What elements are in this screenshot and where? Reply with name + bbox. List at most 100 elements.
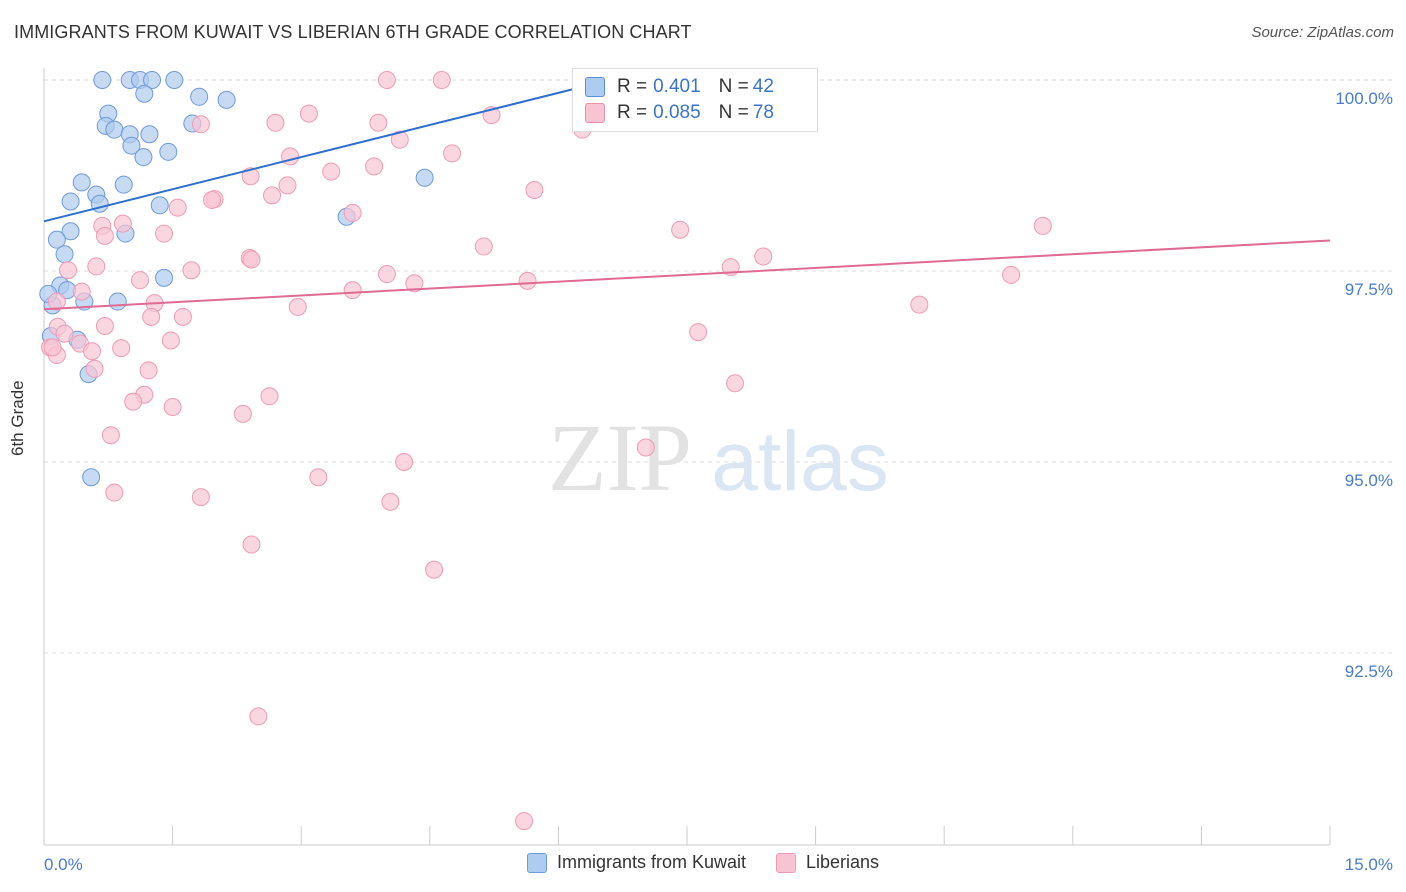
y-tick-label: 95.0% xyxy=(1345,471,1393,490)
liberian-point xyxy=(671,220,690,239)
trend-lines xyxy=(43,79,1331,311)
liberian-point xyxy=(242,250,261,269)
kuwait-point xyxy=(105,120,124,139)
liberian-point xyxy=(343,281,362,300)
kuwait-point xyxy=(165,71,184,89)
liberian-point xyxy=(299,104,318,123)
n-label: N = xyxy=(718,102,749,123)
liberian-point xyxy=(288,297,307,316)
liberian-point xyxy=(87,257,106,276)
liberian-point xyxy=(322,162,341,181)
liberian-point xyxy=(425,560,444,579)
legend-item-kuwait[interactable]: Immigrants from Kuwait xyxy=(526,852,746,873)
liberian-point xyxy=(242,535,261,554)
y-tick-label: 92.5% xyxy=(1345,662,1393,681)
liberian-point xyxy=(432,71,451,89)
kuwait-point xyxy=(140,125,159,144)
liberian-point xyxy=(85,359,104,378)
liberian-point xyxy=(59,261,78,280)
liberian-trend-line xyxy=(43,239,1331,311)
liberian-point xyxy=(203,190,222,209)
liberian-point xyxy=(343,203,362,222)
kuwait-point xyxy=(190,87,209,106)
data-points xyxy=(39,71,1052,831)
liberian-point xyxy=(525,181,544,200)
liberian-point xyxy=(260,387,279,406)
liberian-point xyxy=(155,224,174,243)
liberian-point xyxy=(390,130,409,149)
liberian-point xyxy=(113,214,132,233)
liberian-point xyxy=(726,374,745,393)
n-value: 42 xyxy=(752,76,774,97)
y-tick-label: 97.5% xyxy=(1345,280,1393,299)
liberian-point xyxy=(105,483,124,502)
liberian-point xyxy=(377,265,396,284)
kuwait-point xyxy=(61,192,80,211)
kuwait-point xyxy=(47,230,66,249)
r-label: R = xyxy=(617,76,648,97)
liberian-point xyxy=(405,274,424,293)
kuwait-point xyxy=(143,71,162,89)
liberian-point xyxy=(395,453,414,471)
kuwait-point xyxy=(150,196,169,215)
liberian-point xyxy=(910,295,929,314)
grid-lines xyxy=(44,79,1392,654)
liberian-point xyxy=(139,361,158,380)
liberian-point xyxy=(1002,265,1021,284)
liberian-point xyxy=(191,115,210,134)
liberian-point xyxy=(266,113,285,132)
liberian-point xyxy=(518,271,537,290)
kuwait-point xyxy=(134,148,153,167)
kuwait-point xyxy=(55,245,74,264)
kuwait-point xyxy=(72,173,91,192)
kuwait-trend-line xyxy=(43,79,611,223)
legend-item-liberians[interactable]: Liberians xyxy=(776,852,879,873)
liberian-point xyxy=(161,331,180,350)
liberian-point xyxy=(124,392,143,411)
liberian-point xyxy=(309,468,328,487)
liberian-point xyxy=(241,167,260,186)
liberian-point xyxy=(381,492,400,511)
liberian-point xyxy=(142,307,161,326)
legend-label-liberians: Liberians xyxy=(806,852,880,872)
r-label: R = xyxy=(617,102,648,123)
r-value: 0.085 xyxy=(653,102,701,123)
liberian-point xyxy=(515,812,534,831)
watermark-zip: ZIP xyxy=(548,404,692,511)
r-value: 0.401 xyxy=(653,76,701,97)
liberian-point xyxy=(43,338,62,357)
kuwait-point xyxy=(415,168,434,187)
liberian-point xyxy=(168,198,187,217)
liberian-point xyxy=(173,307,192,326)
liberian-point xyxy=(233,404,252,423)
y-tick-label: 100.0% xyxy=(1335,89,1393,108)
liberian-point xyxy=(83,342,102,361)
stats-row-kuwait: R = 0.401 N = 42 xyxy=(585,75,774,99)
liberian-point xyxy=(278,176,297,195)
liberian-point xyxy=(474,237,493,256)
kuwait-point xyxy=(135,84,154,103)
stats-row-liberians: R = 0.085 N = 78 xyxy=(585,101,774,125)
liberian-point xyxy=(101,426,120,445)
liberian-point xyxy=(191,488,210,507)
stats-legend-box: R = 0.401 N = 42 R = 0.085 N = 78 xyxy=(572,68,818,132)
tick-labels: 100.0% 97.5% 95.0% 92.5% 0.0% 15.0% xyxy=(44,89,1393,874)
liberian-point xyxy=(182,261,201,280)
liberian-point xyxy=(95,226,114,245)
x-tick-label: 0.0% xyxy=(44,855,83,874)
kuwait-point xyxy=(217,90,236,109)
kuwait-point xyxy=(108,292,127,311)
chart-legend: Immigrants from Kuwait Liberians xyxy=(0,852,1406,873)
liberian-point xyxy=(263,186,282,205)
kuwait-point xyxy=(114,175,133,194)
liberian-point xyxy=(636,438,655,457)
liberian-point xyxy=(365,157,384,176)
source-label: Source: ZipAtlas.com xyxy=(1251,24,1394,41)
kuwait-point xyxy=(61,222,80,241)
liberian-point xyxy=(377,71,396,89)
kuwait-point xyxy=(155,268,174,287)
axes xyxy=(43,68,1331,846)
liberian-point xyxy=(131,271,150,290)
legend-label-kuwait: Immigrants from Kuwait xyxy=(556,852,746,872)
